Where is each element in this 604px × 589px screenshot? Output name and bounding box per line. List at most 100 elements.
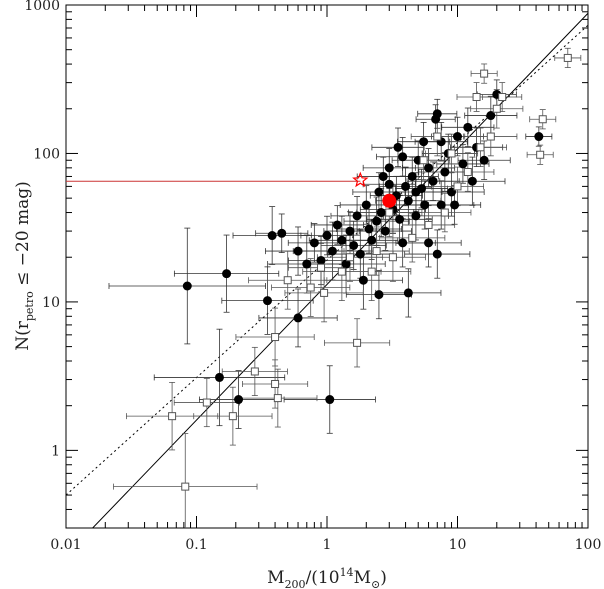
data-point-filled [432,249,442,259]
data-point-open [168,412,177,421]
data-point-open [498,93,507,102]
data-point-open [385,208,394,217]
data-point-filled [403,288,413,298]
data-point-open [271,333,280,342]
data-point-filled [374,187,384,197]
data-point-filled [479,155,489,165]
data-point-filled [293,246,303,256]
data-point-filled [411,187,421,197]
data-point-filled [309,238,319,248]
x-axis-title: M200/(1014M⊙) [267,566,387,589]
data-point-open [480,69,489,78]
data-point-open [563,53,572,62]
data-point-filled [293,313,303,323]
data-point-open [388,253,397,262]
data-point-filled [222,269,232,279]
data-point-filled [398,238,408,248]
data-point-filled [372,216,382,226]
data-point-filled [267,231,277,241]
data-point-filled [355,249,365,259]
data-point-open [273,394,282,403]
data-markers [168,53,572,491]
data-point-filled [327,246,337,256]
data-point-filled [407,171,417,181]
data-point-filled [358,275,368,285]
data-point-filled [403,196,413,206]
data-point-filled [436,200,446,210]
data-point-open [337,267,346,276]
data-point-open [472,93,481,102]
data-point-open [433,132,442,141]
x-tick-label: 100 [575,537,602,553]
data-point-open [367,267,376,276]
data-point-filled [337,235,347,245]
data-point-open [424,220,433,229]
data-point-filled [458,159,468,169]
data-point-open [320,288,329,297]
data-point-filled [332,220,342,230]
data-point-filled [450,200,460,210]
data-point-open [453,182,462,191]
data-point-open [536,150,545,159]
x-tick-label: 0.1 [185,537,207,553]
plot-area [66,12,588,528]
data-point-filled [374,290,384,300]
data-point-filled [361,200,371,210]
data-point-filled [467,176,477,186]
data-point-filled [401,181,411,191]
data-point-filled [322,231,332,241]
data-point-filled [364,224,374,234]
data-point-filled [393,142,403,152]
data-point-filled [380,226,390,236]
data-point-open [419,156,428,165]
data-point-open [372,247,381,256]
data-point-open [250,367,259,376]
data-point-filled [316,256,326,266]
data-point-filled [277,228,287,238]
x-tick-label: 10 [449,537,467,553]
data-point-filled [411,211,421,221]
data-point-filled [463,122,473,132]
axis-ticks [65,4,589,529]
data-point-open [486,132,495,141]
data-point-filled [378,171,388,181]
data-point-open [202,398,211,407]
data-point-open [408,233,417,242]
data-point-filled [440,167,450,177]
data-point-filled [341,259,351,269]
data-point-open [353,338,362,347]
data-point-filled [419,137,429,147]
data-point-open [538,115,547,124]
data-point-filled [431,114,441,124]
data-point-filled [424,163,434,173]
data-point-open [228,412,237,421]
data-point-open [492,104,501,113]
plot-frame [65,4,589,529]
data-point-filled [352,211,362,221]
data-point-filled [345,226,355,236]
data-point-filled [384,163,394,173]
data-point-filled [302,259,312,269]
data-point-open [271,379,280,388]
data-point-filled [398,152,408,162]
data-point-open [283,276,292,285]
data-point-filled [453,132,462,142]
x-tick-label: 0.01 [50,537,81,553]
data-point-filled [325,395,335,405]
highlight-point [382,193,397,208]
data-point-filled [428,176,438,186]
data-point-open [306,283,315,292]
star-marker [352,171,369,188]
data-point-open [317,263,326,272]
data-point-filled [384,179,394,189]
data-point-filled [214,372,224,382]
y-tick-label: 10 [42,295,60,311]
data-point-filled [424,238,434,248]
data-point-open [447,149,456,158]
y-tick-label: 1 [51,443,60,459]
data-point-open [181,482,190,491]
data-point-filled [420,200,430,210]
data-point-open [476,143,485,152]
data-point-open [463,168,472,177]
